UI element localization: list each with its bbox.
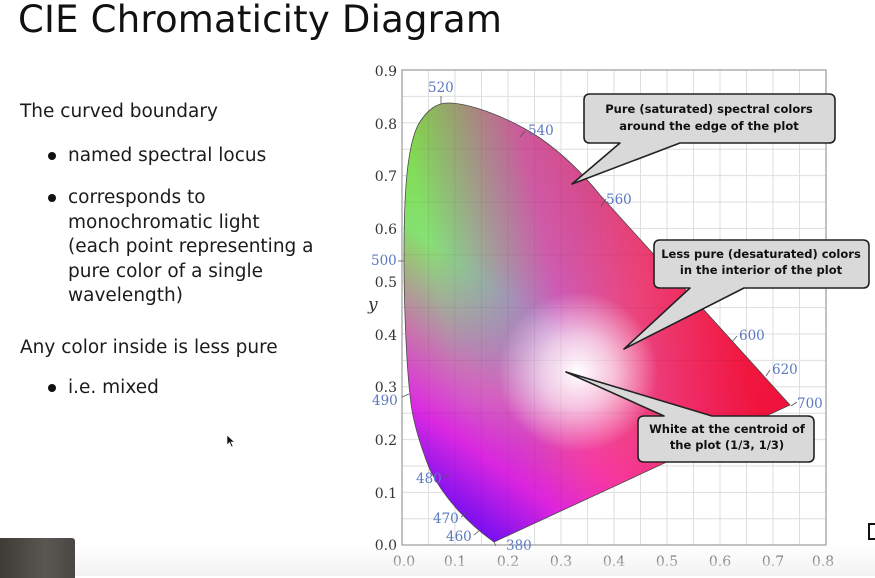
svg-text:380: 380 bbox=[506, 538, 532, 554]
bullet-dot-icon bbox=[48, 194, 56, 202]
bracket-icon bbox=[868, 523, 875, 540]
svg-text:0.5: 0.5 bbox=[375, 275, 397, 291]
svg-text:0.0: 0.0 bbox=[393, 554, 415, 570]
svg-text:500: 500 bbox=[371, 253, 397, 269]
svg-text:Pure (saturated) spectral colo: Pure (saturated) spectral colors bbox=[605, 102, 813, 116]
callout-pure-spectral: Pure (saturated) spectral colors around … bbox=[571, 93, 836, 185]
svg-text:700: 700 bbox=[797, 396, 823, 412]
svg-text:0.1: 0.1 bbox=[444, 554, 466, 570]
svg-text:480: 480 bbox=[416, 471, 442, 487]
svg-text:0.6: 0.6 bbox=[375, 222, 397, 238]
svg-text:0.1: 0.1 bbox=[375, 486, 397, 502]
callout-desaturated: Less pure (desaturated) colors in the in… bbox=[623, 239, 870, 350]
svg-text:490: 490 bbox=[372, 393, 398, 409]
svg-text:0.8: 0.8 bbox=[812, 554, 834, 570]
svg-text:520: 520 bbox=[428, 80, 454, 96]
svg-text:0.8: 0.8 bbox=[375, 117, 397, 133]
slide-title: CIE Chromaticity Diagram bbox=[18, 0, 503, 41]
y-axis-ticks: 0.9 0.8 0.7 0.6 0.5 0.4 0.3 0.2 0.1 0.0 bbox=[375, 64, 397, 554]
webcam-overlay bbox=[0, 538, 75, 578]
bullet-line: corresponds to bbox=[68, 187, 206, 208]
svg-text:0.4: 0.4 bbox=[375, 328, 397, 344]
x-axis-label: x bbox=[610, 569, 620, 576]
bullet-dot-icon bbox=[48, 152, 56, 160]
x-axis-ticks: 0.0 0.1 0.2 0.3 0.4 0.5 0.6 0.7 0.8 bbox=[393, 554, 834, 570]
svg-text:0.3: 0.3 bbox=[375, 380, 397, 396]
bullet-dot-icon bbox=[48, 384, 56, 392]
svg-text:0.2: 0.2 bbox=[497, 554, 519, 570]
bullet-mixed: i.e. mixed bbox=[48, 376, 348, 401]
svg-text:0.0: 0.0 bbox=[375, 538, 397, 554]
svg-text:the plot (1/3, 1/3): the plot (1/3, 1/3) bbox=[670, 438, 784, 452]
svg-text:0.3: 0.3 bbox=[550, 554, 572, 570]
svg-text:0.2: 0.2 bbox=[375, 433, 397, 449]
svg-text:0.9: 0.9 bbox=[375, 64, 397, 80]
bullet-line: wavelength) bbox=[68, 285, 183, 306]
svg-text:0.6: 0.6 bbox=[709, 554, 731, 570]
paragraph-less-pure: Any color inside is less pure bbox=[20, 337, 278, 358]
wavelength-labels: 520 540 560 500 490 480 470 460 380 600 … bbox=[371, 80, 823, 554]
bullet-line: (each point representing a bbox=[68, 236, 314, 257]
bullet-line: pure color of a single bbox=[68, 260, 264, 282]
svg-text:0.7: 0.7 bbox=[375, 169, 397, 185]
svg-text:460: 460 bbox=[446, 529, 472, 545]
svg-text:Less pure (desaturated) colors: Less pure (desaturated) colors bbox=[661, 247, 861, 261]
svg-text:470: 470 bbox=[433, 511, 459, 527]
svg-text:White at the centroid of: White at the centroid of bbox=[649, 422, 806, 436]
svg-text:0.4: 0.4 bbox=[603, 554, 625, 570]
svg-text:560: 560 bbox=[606, 192, 632, 208]
bullet-spectral-locus: named spectral locus bbox=[48, 144, 348, 169]
mouse-cursor-icon bbox=[226, 434, 236, 448]
svg-text:in the interior of the plot: in the interior of the plot bbox=[680, 263, 843, 277]
bullet-monochromatic: corresponds to monochromatic light (each… bbox=[48, 186, 348, 309]
y-axis-label: y bbox=[367, 295, 378, 315]
svg-text:600: 600 bbox=[739, 328, 765, 344]
callout-white-centroid: White at the centroid of the plot (1/3, … bbox=[565, 371, 815, 463]
svg-text:around the edge of the plot: around the edge of the plot bbox=[619, 119, 799, 133]
svg-text:620: 620 bbox=[772, 362, 798, 378]
bullet-text: named spectral locus bbox=[68, 145, 267, 166]
bullet-text: i.e. mixed bbox=[68, 377, 159, 398]
svg-text:0.7: 0.7 bbox=[762, 554, 784, 570]
svg-text:540: 540 bbox=[528, 123, 554, 139]
bullet-line: monochromatic light bbox=[68, 211, 260, 233]
paragraph-curved-boundary: The curved boundary bbox=[20, 101, 218, 122]
svg-text:0.5: 0.5 bbox=[656, 554, 678, 570]
